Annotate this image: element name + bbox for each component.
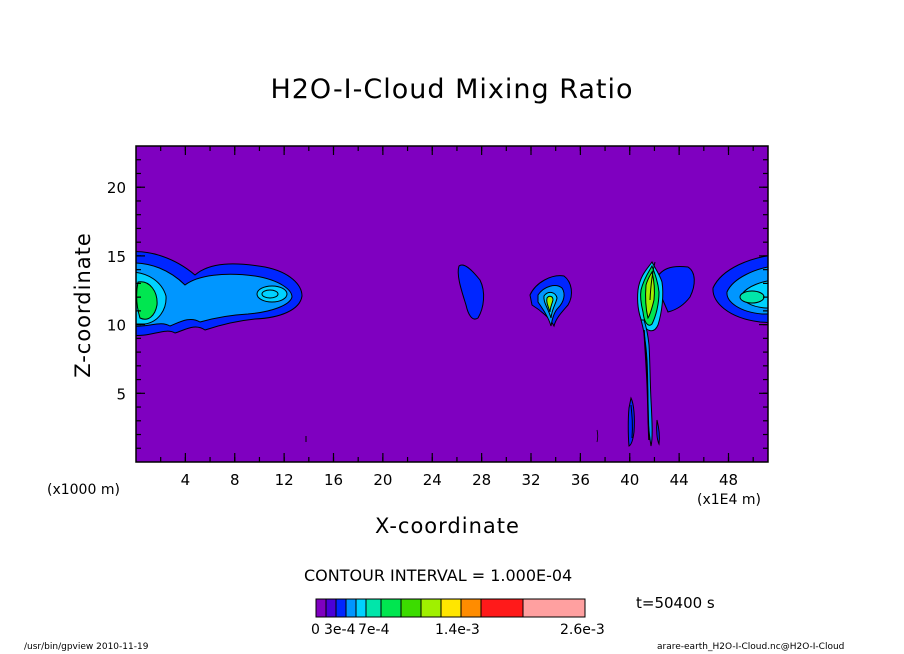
x-tick-label: 24 (423, 471, 442, 489)
footer-right: arare-earth_H2O-I-Cloud.nc@H2O-I-Cloud (657, 642, 845, 652)
y-tick-label: 10 (107, 317, 126, 335)
x-tick-label: 20 (373, 471, 392, 489)
colorbar-swatch (380, 598, 402, 618)
y-axis-label: Z-coordinate (71, 232, 95, 378)
x-tick-label: 48 (719, 471, 738, 489)
time-label: t=50400 s (636, 594, 715, 612)
x-tick-label: 32 (521, 471, 540, 489)
colorbar-label: 7e-4 (358, 622, 390, 638)
colorbar-swatch (460, 598, 482, 618)
cloud-x42 (596, 261, 695, 447)
x-axis-label: X-coordinate (375, 514, 520, 538)
colorbar-label: 0 (311, 622, 320, 638)
axis-ticks (136, 146, 768, 462)
x-tick-label: 8 (230, 471, 240, 489)
colorbar-swatch (420, 598, 442, 618)
colorbar-label: 3e-4 (324, 622, 356, 638)
x-tick-label: 4 (181, 471, 191, 489)
colorbar-swatch (440, 598, 462, 618)
x-tick-label: 12 (275, 471, 294, 489)
x-scale-label: (x1E4 m) (697, 492, 761, 508)
x-tick-label: 44 (670, 471, 689, 489)
colorbar-swatch (315, 598, 327, 618)
colorbar (315, 598, 586, 618)
x-tick-label: 40 (620, 471, 639, 489)
y-tick-label: 20 (107, 179, 126, 197)
cloud-left-band (136, 251, 303, 337)
colorbar-swatch (325, 598, 337, 618)
colorbar-swatch (400, 598, 422, 618)
cloud-x27 (457, 264, 485, 320)
x-unit-label: (x1000 m) (47, 482, 120, 498)
colorbar-swatch (335, 598, 347, 618)
colorbar-swatch (365, 598, 382, 618)
colorbar-label: 2.6e-3 (560, 622, 605, 638)
colorbar-label: 1.4e-3 (435, 622, 480, 638)
cloud-right-band (712, 255, 768, 324)
plot-frame (135, 145, 769, 463)
contour-interval-label: CONTOUR INTERVAL = 1.000E-04 (304, 566, 573, 585)
colorbar-swatch (480, 598, 524, 618)
colorbar-swatch (522, 598, 586, 618)
colorbar-swatch (355, 598, 367, 618)
y-tick-label: 15 (107, 248, 126, 266)
footer-left: /usr/bin/gpview 2010-11-19 (24, 642, 149, 652)
x-tick-label: 16 (324, 471, 343, 489)
cloud-x34 (529, 275, 572, 328)
y-tick-label: 5 (116, 385, 126, 403)
x-tick-label: 36 (571, 471, 590, 489)
chart-title: H2O-I-Cloud Mixing Ratio (270, 74, 634, 105)
x-tick-label: 28 (472, 471, 491, 489)
colorbar-swatch (345, 598, 357, 618)
